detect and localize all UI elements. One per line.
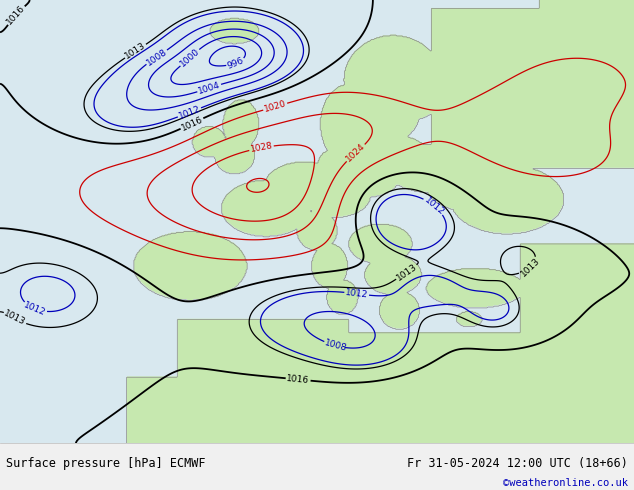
Text: 1012: 1012 [177, 104, 202, 121]
Text: 1016: 1016 [5, 3, 27, 26]
Text: ©weatheronline.co.uk: ©weatheronline.co.uk [503, 478, 628, 488]
Text: 1020: 1020 [263, 99, 287, 114]
Text: 1004: 1004 [197, 80, 221, 96]
Text: 1012: 1012 [23, 300, 47, 318]
Text: 996: 996 [226, 56, 245, 71]
Text: 1024: 1024 [344, 142, 367, 164]
Text: Surface pressure [hPa] ECMWF: Surface pressure [hPa] ECMWF [6, 458, 206, 470]
Text: Fr 31-05-2024 12:00 UTC (18+66): Fr 31-05-2024 12:00 UTC (18+66) [407, 458, 628, 470]
Text: 1000: 1000 [178, 47, 202, 69]
Text: 1008: 1008 [324, 338, 348, 353]
Text: 1013: 1013 [124, 41, 148, 61]
Text: 1012: 1012 [422, 195, 446, 217]
Text: 1013: 1013 [394, 262, 418, 282]
Text: 1012: 1012 [345, 288, 368, 299]
Text: 1013: 1013 [519, 256, 541, 279]
Text: 1016: 1016 [179, 115, 204, 132]
Text: 1028: 1028 [249, 141, 273, 154]
Text: 1013: 1013 [3, 309, 27, 327]
Text: 1016: 1016 [286, 374, 310, 385]
Text: 1008: 1008 [145, 47, 169, 67]
